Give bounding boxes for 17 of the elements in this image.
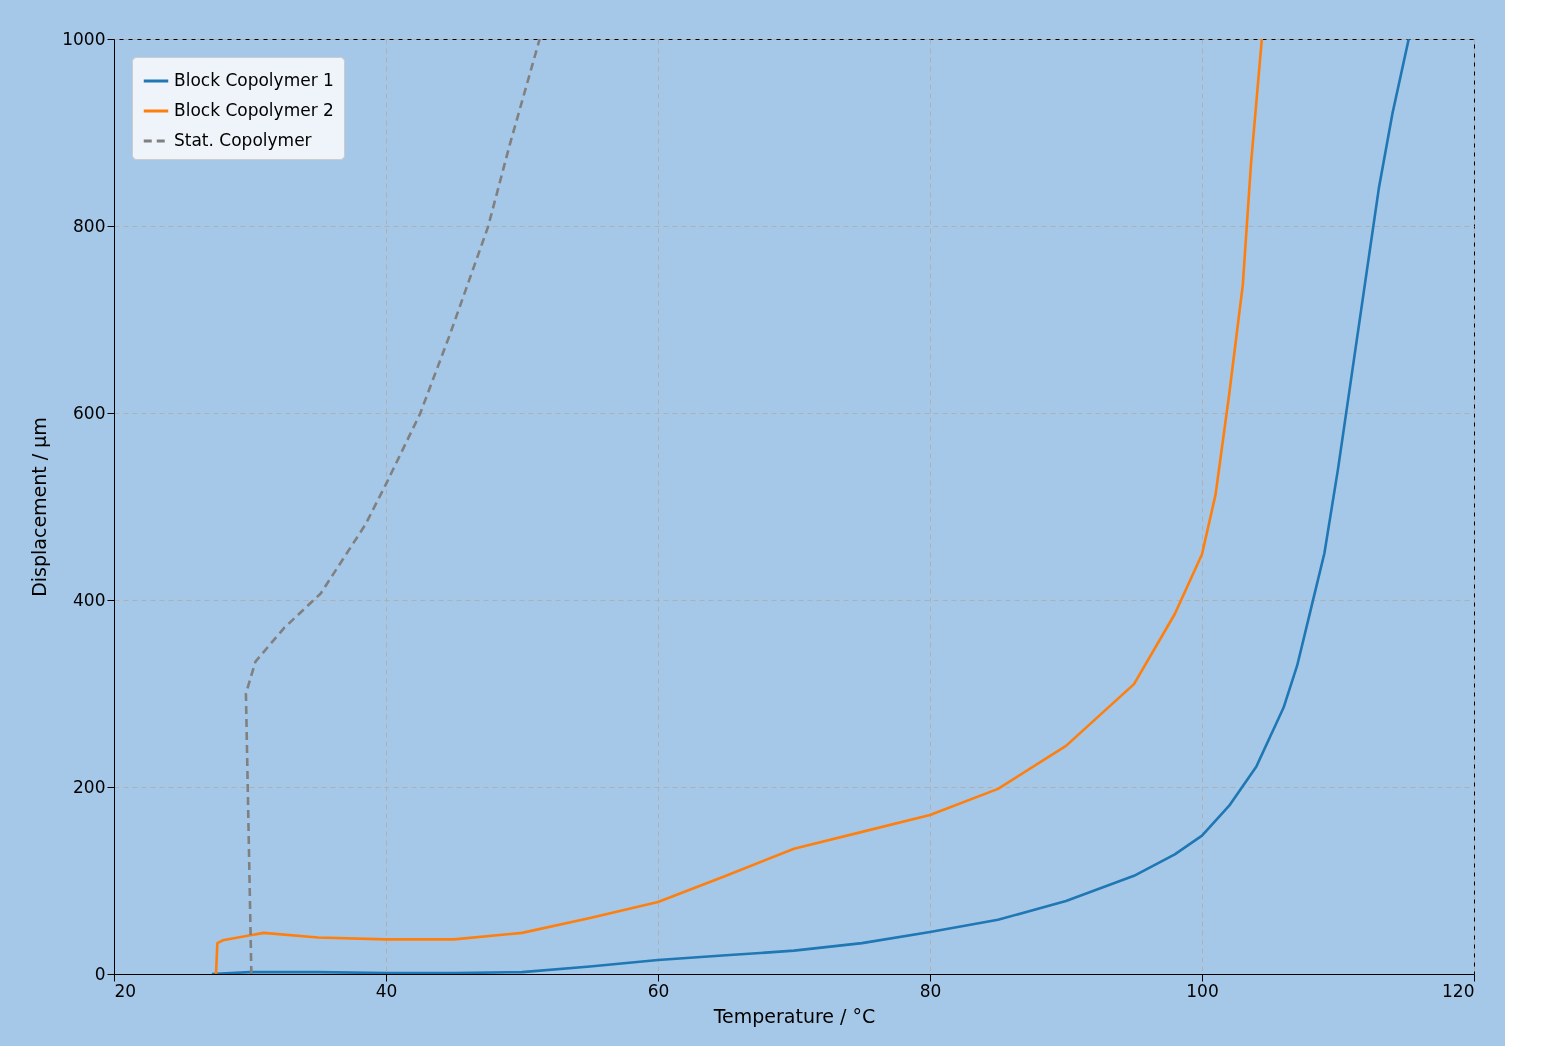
y-tick-label: 600	[73, 402, 106, 423]
x-tick-label: 60	[647, 980, 670, 1001]
y-tick-label: 0	[94, 963, 106, 984]
y-tick-label: 1000	[62, 28, 106, 49]
x-tick-label: 20	[114, 980, 137, 1001]
legend-label: Block Copolymer 2	[174, 100, 334, 120]
legend-label: Block Copolymer 1	[174, 70, 334, 90]
y-tick-label: 400	[73, 589, 106, 610]
y-tick-label: 200	[73, 776, 106, 797]
x-tick-label: 120	[1442, 980, 1475, 1001]
x-axis-title: Temperature / °C	[712, 1004, 876, 1027]
x-tick-label: 100	[1186, 980, 1219, 1001]
legend-label: Stat. Copolymer	[174, 130, 312, 150]
y-tick-label: 800	[73, 215, 106, 236]
x-tick-label: 40	[375, 980, 398, 1001]
y-axis-title: Displacement / µm	[28, 417, 51, 597]
x-tick-label: 80	[919, 980, 942, 1001]
